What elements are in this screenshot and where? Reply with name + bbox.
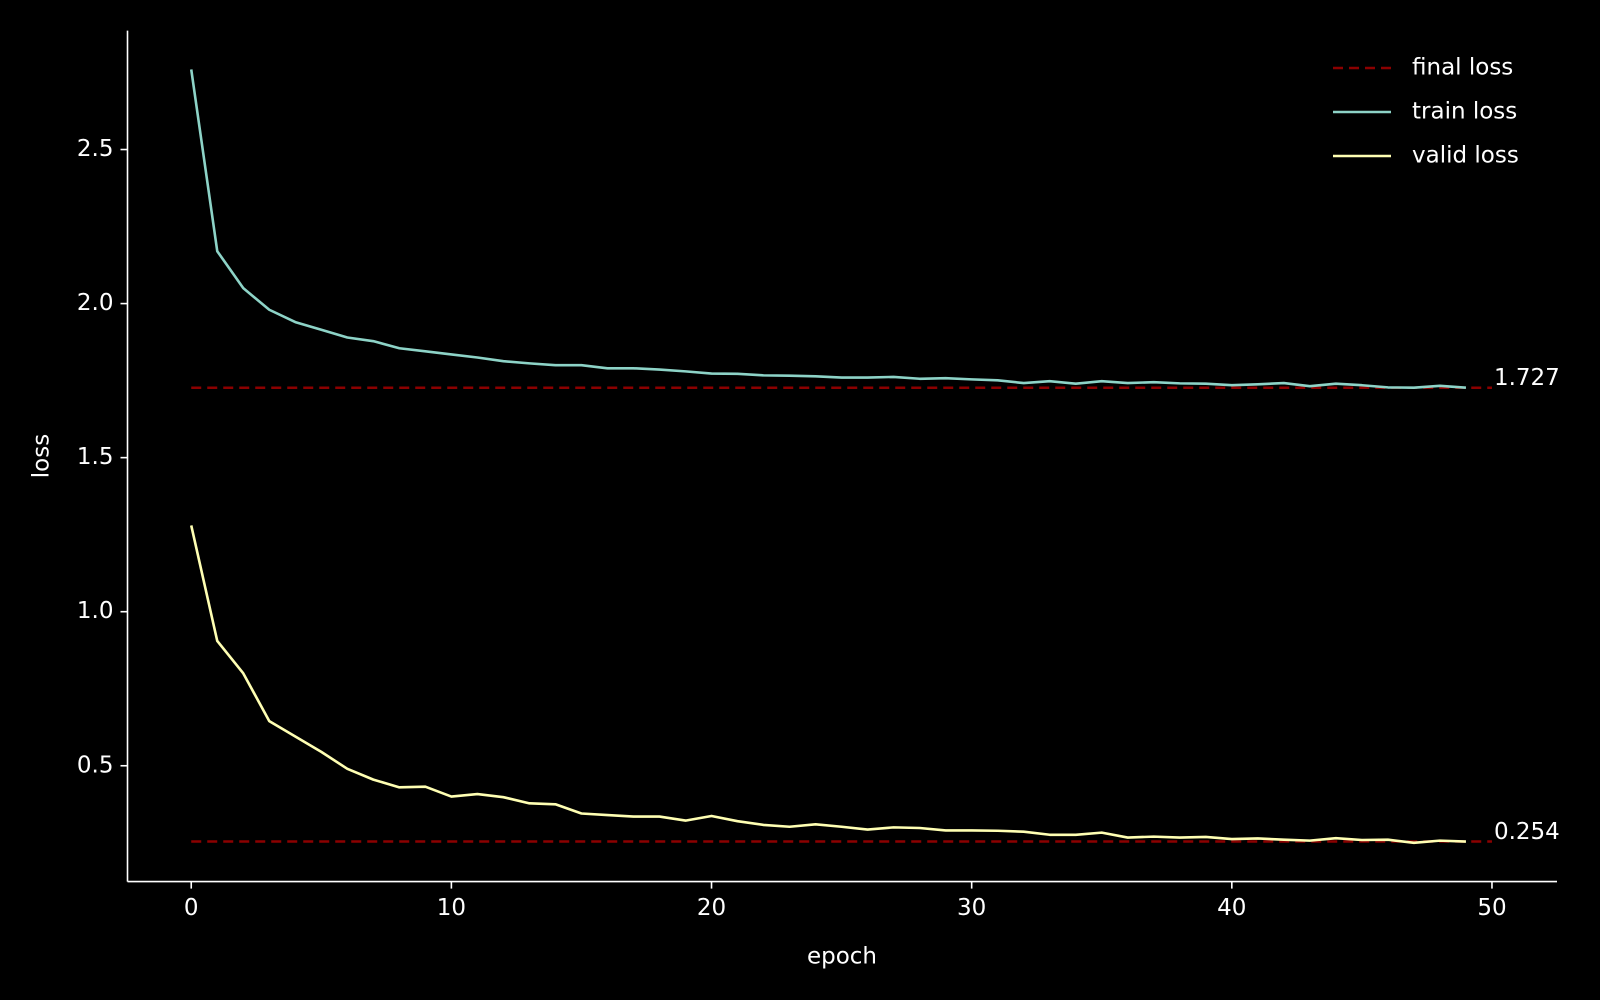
final-loss-label: 0.254 — [1494, 819, 1560, 845]
x-tick-label: 10 — [437, 895, 466, 921]
y-tick-label: 1.0 — [77, 598, 114, 624]
x-tick-label: 50 — [1477, 895, 1506, 921]
y-tick-label: 2.0 — [77, 290, 114, 316]
x-tick-label: 30 — [957, 895, 986, 921]
x-tick-label: 0 — [184, 895, 199, 921]
x-tick-label: 20 — [697, 895, 726, 921]
x-axis-label: epoch — [807, 944, 877, 970]
series-line — [189, 525, 1466, 845]
legend-label: train loss — [1412, 99, 1517, 125]
legend-label: final loss — [1412, 55, 1513, 81]
x-tick-label: 40 — [1217, 895, 1246, 921]
y-tick-label: 1.5 — [77, 444, 114, 470]
y-tick-label: 0.5 — [77, 752, 114, 778]
series-line — [189, 69, 1467, 389]
legend-label: valid loss — [1412, 143, 1519, 169]
y-axis-label: loss — [29, 434, 55, 478]
y-tick-label: 2.5 — [77, 136, 114, 162]
final-loss-label: 1.727 — [1494, 365, 1560, 391]
